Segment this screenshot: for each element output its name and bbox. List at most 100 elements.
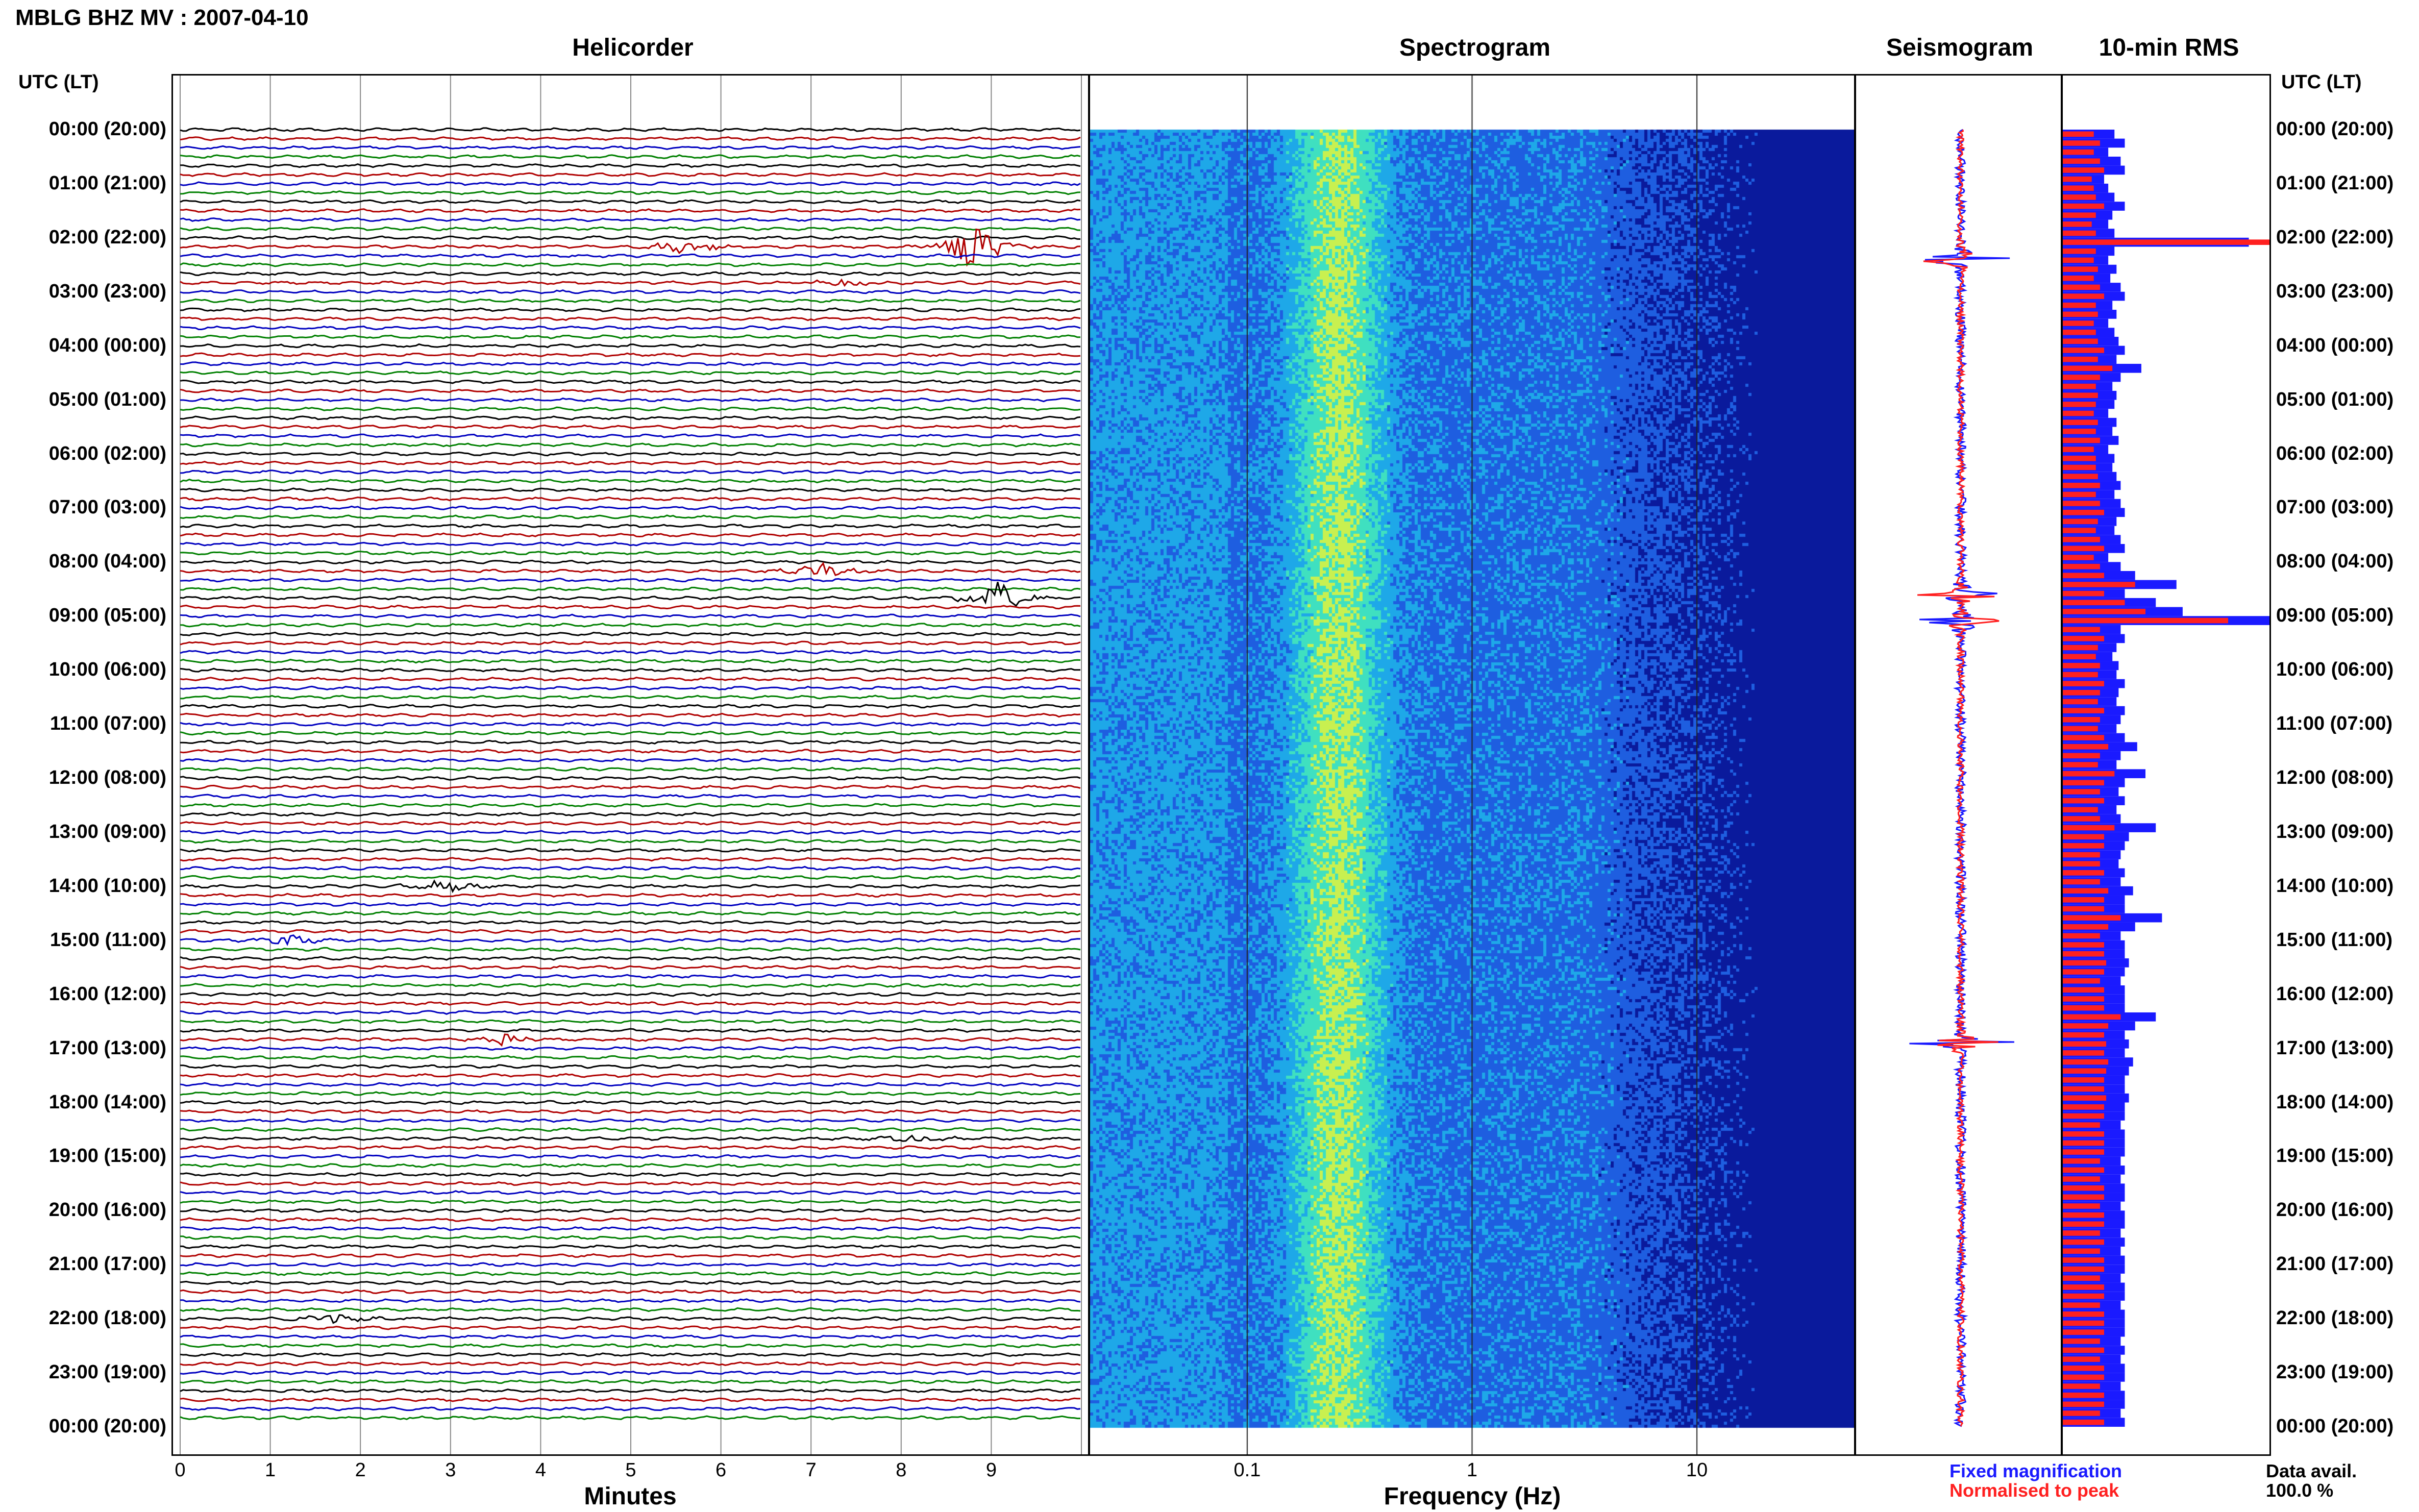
rms-bar-normalised — [2063, 1149, 2104, 1155]
rms-bar-normalised — [2063, 1059, 2109, 1065]
rms-bar-normalised — [2063, 149, 2094, 155]
helicorder-trace — [180, 559, 1081, 565]
helicorder-trace — [180, 460, 1081, 465]
helicorder-trace — [180, 136, 1081, 141]
rms-bar-normalised — [2063, 528, 2096, 533]
rms-plot — [2063, 130, 2269, 1427]
helicorder-trace — [180, 199, 1081, 205]
helicorder-trace — [180, 1343, 1081, 1348]
hour-label: 12:00 (08:00) — [48, 767, 166, 788]
rms-bar-normalised — [2063, 780, 2104, 786]
helicorder-tick-label: 1 — [265, 1459, 276, 1481]
helicorder-trace — [180, 253, 1081, 258]
seismogram-normalised-trace — [1917, 129, 2000, 1427]
rms-bar-normalised — [2063, 482, 2100, 488]
helicorder-trace — [180, 325, 1081, 331]
helicorder-trace — [180, 442, 1081, 448]
helicorder-trace — [180, 983, 1081, 988]
helicorder-trace — [180, 190, 1081, 195]
helicorder-trace — [180, 228, 1081, 267]
rms-bar-normalised — [2063, 1167, 2104, 1173]
helicorder-trace — [180, 776, 1081, 781]
rms-bar-normalised — [2063, 257, 2094, 263]
helicorder-trace — [180, 1271, 1081, 1276]
rms-bar-normalised — [2063, 699, 2098, 705]
helicorder-trace — [180, 1298, 1081, 1303]
helicorder-trace — [180, 1217, 1081, 1222]
hour-label: 15:00 (11:00) — [2276, 929, 2393, 951]
helicorder-trace — [180, 623, 1081, 628]
rms-bar-normalised — [2063, 1356, 2100, 1362]
rms-bar-normalised — [2063, 987, 2104, 993]
rms-bar-normalised — [2063, 239, 2269, 245]
rms-bar-normalised — [2063, 726, 2098, 732]
helicorder-trace — [180, 298, 1081, 304]
rms-bar-normalised — [2063, 852, 2100, 858]
helicorder-trace — [180, 974, 1081, 979]
rms-bar-normalised — [2063, 501, 2100, 506]
helicorder-trace — [180, 1397, 1081, 1402]
rms-bar-normalised — [2063, 410, 2094, 416]
hour-label: 21:00 (17:00) — [2276, 1253, 2394, 1275]
hour-label: 00:00 (20:00) — [2276, 1416, 2394, 1437]
helicorder-trace — [180, 677, 1081, 682]
helicorder-trace — [180, 172, 1080, 178]
helicorder-trace — [180, 271, 1081, 277]
rms-bar-normalised — [2063, 690, 2100, 696]
hour-label: 05:00 (01:00) — [2276, 388, 2394, 410]
helicorder-trace — [180, 577, 1081, 583]
helicorder-trace — [180, 1134, 1081, 1142]
hour-label: 15:00 (11:00) — [50, 929, 166, 951]
rms-bar-normalised — [2063, 834, 2104, 840]
rms-bar-normalised — [2063, 590, 2104, 597]
helicorder-trace — [180, 415, 1081, 420]
rms-bar-normalised — [2063, 1131, 2104, 1137]
hour-label: 01:00 (21:00) — [2276, 172, 2394, 194]
helicorder-trace — [180, 1314, 1081, 1324]
hour-label: 02:00 (22:00) — [48, 226, 166, 248]
rms-bar-normalised — [2063, 1086, 2104, 1092]
rms-bar-normalised — [2063, 456, 2096, 461]
rms-bar-normalised — [2063, 383, 2096, 389]
utc-header-left: UTC (LT) — [18, 71, 99, 93]
hour-label: 04:00 (00:00) — [2276, 334, 2394, 356]
rms-bar-normalised — [2063, 302, 2096, 308]
rms-bar-normalised — [2063, 879, 2100, 885]
rms-bar-normalised — [2063, 221, 2092, 227]
rms-bar-normalised — [2063, 402, 2096, 407]
rms-bar-normalised — [2063, 897, 2104, 903]
hour-label: 00:00 (20:00) — [48, 1416, 166, 1437]
helicorder-trace — [180, 920, 1081, 925]
rms-bar-normalised — [2063, 1176, 2100, 1182]
rms-bar-normalised — [2063, 230, 2096, 236]
rms-bar-normalised — [2063, 509, 2104, 515]
hour-label: 08:00 (04:00) — [48, 551, 166, 573]
rms-bar-normalised — [2063, 627, 2100, 633]
rms-bar-normalised — [2063, 1239, 2104, 1245]
rms-bar-normalised — [2063, 1401, 2104, 1407]
helicorder-trace — [180, 424, 1081, 430]
rms-bar-normalised — [2063, 249, 2096, 254]
rms-bar-normalised — [2063, 771, 2115, 777]
rms-bar-normalised — [2063, 464, 2096, 470]
rms-bar-normalised — [2063, 617, 2228, 624]
helicorder-trace — [180, 857, 1081, 862]
rms-bar-normalised — [2063, 1113, 2104, 1119]
rms-bar-normalised — [2063, 1023, 2109, 1029]
rms-bar-normalised — [2063, 1266, 2104, 1272]
helicorder-tick-label: 0 — [175, 1459, 186, 1481]
page-title: MBLG BHZ MV : 2007-04-10 — [15, 5, 309, 30]
helicorder-trace — [180, 497, 1081, 502]
rms-bar-normalised — [2063, 140, 2100, 146]
helicorder-trace — [180, 821, 1081, 826]
helicorder-trace — [180, 334, 1081, 339]
hour-label: 06:00 (02:00) — [48, 442, 166, 464]
helicorder-trace — [180, 640, 1081, 646]
helicorder-trace — [180, 352, 1081, 357]
seismogram-frame — [1855, 74, 2062, 1456]
rms-bar-normalised — [2063, 536, 2100, 542]
helicorder-trace — [180, 541, 1081, 547]
hour-label: 13:00 (09:00) — [2276, 821, 2394, 842]
rms-bar-normalised — [2063, 1032, 2104, 1038]
rms-bar-normalised — [2063, 753, 2100, 759]
